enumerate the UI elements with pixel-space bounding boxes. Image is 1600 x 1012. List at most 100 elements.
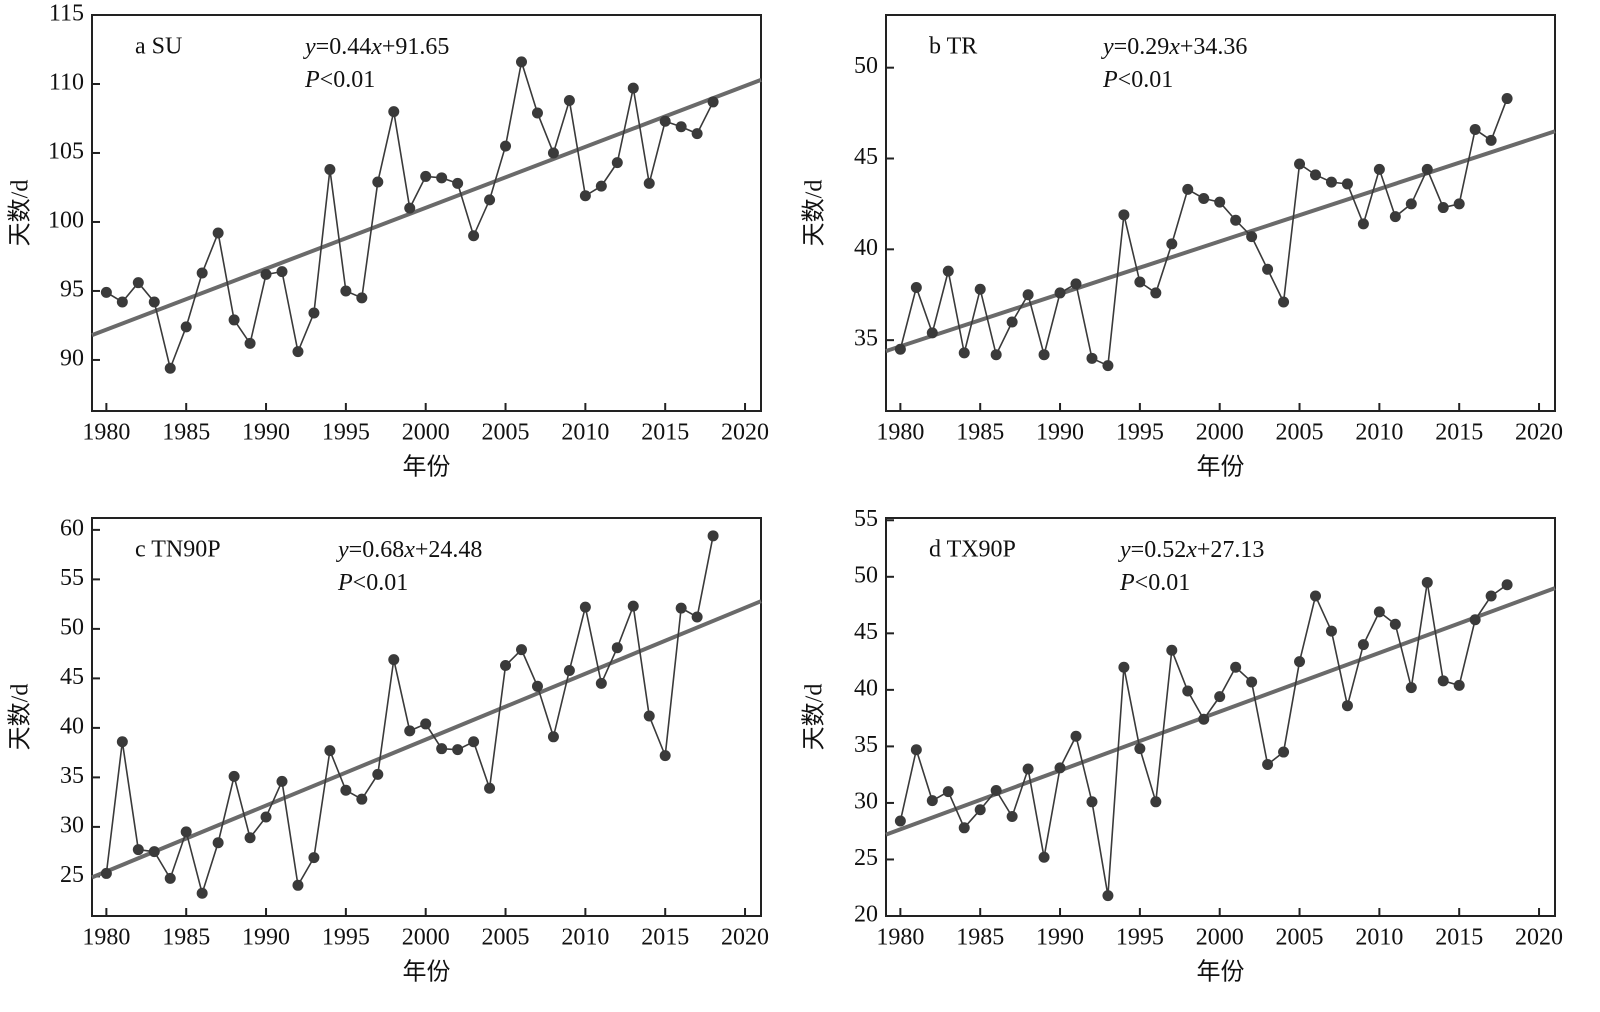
data-point	[1389, 618, 1401, 630]
y-tick-label: 35	[854, 326, 878, 352]
regression-equation-part: x	[1168, 34, 1180, 60]
x-axis-label: 年份	[1197, 454, 1245, 481]
data-point	[675, 121, 687, 133]
data-point	[563, 95, 575, 107]
regression-equation-part: x	[1185, 537, 1197, 563]
data-point	[1246, 231, 1258, 243]
data-point	[1214, 691, 1226, 703]
data-point	[244, 337, 256, 349]
data-point	[1278, 746, 1290, 758]
data-point	[308, 852, 320, 864]
y-tick-label: 30	[60, 812, 84, 838]
data-point	[516, 644, 528, 656]
x-tick-label: 2005	[482, 925, 530, 951]
x-tick-label: 1980	[82, 420, 130, 446]
x-tick-label: 2005	[1276, 420, 1324, 446]
data-point	[276, 266, 288, 278]
y-tick-label: 100	[48, 207, 84, 233]
data-point	[675, 602, 687, 614]
data-point	[1006, 811, 1018, 822]
data-point	[1437, 675, 1449, 687]
y-axis-label: 天数/d	[801, 180, 828, 247]
data-point	[1070, 278, 1082, 290]
data-point	[1357, 639, 1369, 651]
data-point	[420, 170, 432, 182]
data-point	[926, 327, 938, 339]
y-tick-label: 35	[854, 732, 878, 758]
panel-label: b TR	[929, 34, 977, 60]
x-tick-label: 2010	[561, 925, 609, 951]
y-axis-label: 天数/d	[801, 684, 828, 751]
data-line	[899, 582, 1508, 896]
data-point	[452, 177, 464, 189]
data-point	[1230, 661, 1242, 673]
p-value: P<0.01	[304, 67, 375, 93]
data-point	[500, 140, 512, 152]
data-point	[132, 277, 144, 289]
data-point	[974, 804, 986, 816]
data-point	[531, 680, 543, 692]
data-point	[372, 768, 384, 780]
data-point	[1341, 700, 1353, 712]
trend-line	[885, 129, 1556, 353]
y-tick-label: 40	[854, 675, 878, 701]
regression-equation: y=0.68x+24.48	[336, 537, 482, 563]
data-point	[1501, 93, 1513, 105]
y-tick-label: 40	[60, 713, 84, 739]
data-point	[196, 887, 208, 899]
data-point	[452, 744, 464, 756]
x-tick-label: 2020	[721, 420, 769, 446]
regression-equation: y=0.29x+34.36	[1101, 34, 1247, 60]
x-tick-label: 2005	[1276, 925, 1324, 951]
data-point	[1150, 287, 1162, 299]
data-point	[100, 286, 112, 298]
panel: 20 25 30 35 40 45 50 55 1980 1985 1990 1995 2000 2005…	[801, 506, 1564, 986]
data-point	[500, 660, 512, 672]
trend-line	[885, 586, 1556, 837]
data-point	[1246, 676, 1258, 688]
p-value-part: <0.01	[1135, 570, 1191, 596]
p-value-part: P	[1102, 67, 1118, 93]
y-tick-label: 95	[60, 276, 84, 302]
regression-equation-part: +91.65	[382, 34, 450, 60]
data-point	[1325, 625, 1337, 637]
data-point	[516, 56, 528, 68]
y-tick-label: 50	[60, 614, 84, 640]
data-point	[372, 176, 384, 188]
data-point	[595, 677, 607, 689]
data-point	[340, 784, 352, 796]
data-point	[894, 815, 906, 827]
data-point	[579, 601, 591, 613]
data-point	[1262, 263, 1274, 275]
data-point	[1182, 685, 1194, 697]
data-point	[148, 846, 160, 858]
data-point	[1134, 276, 1146, 288]
data-point	[1357, 218, 1369, 230]
data-point	[926, 795, 938, 807]
p-value-part: P	[304, 67, 320, 93]
p-value: P<0.01	[1102, 67, 1173, 93]
panel: 90 95 100 105 110 115 1980 1985 1990 1995 2000 2005…	[7, 1, 770, 481]
data-point	[1006, 316, 1018, 328]
data-point	[579, 190, 591, 202]
x-tick-label: 1980	[82, 925, 130, 951]
data-point	[691, 128, 703, 140]
y-axis-label: 天数/d	[7, 180, 34, 247]
x-tick-label: 2000	[1196, 420, 1244, 446]
data-point	[958, 822, 970, 834]
data-point	[148, 296, 160, 308]
x-axis-label: 年份	[403, 454, 451, 481]
data-point	[1405, 198, 1417, 210]
data-point	[531, 107, 543, 119]
data-point	[1373, 606, 1385, 618]
data-point	[1038, 851, 1050, 863]
y-tick-label: 50	[854, 562, 878, 588]
data-point	[627, 600, 639, 612]
x-tick-label: 2000	[402, 420, 450, 446]
data-point	[1166, 238, 1178, 250]
y-tick-label: 20	[854, 902, 878, 928]
data-point	[1230, 214, 1242, 226]
data-point	[1294, 656, 1306, 668]
x-tick-label: 1980	[876, 925, 924, 951]
data-point	[404, 725, 416, 737]
